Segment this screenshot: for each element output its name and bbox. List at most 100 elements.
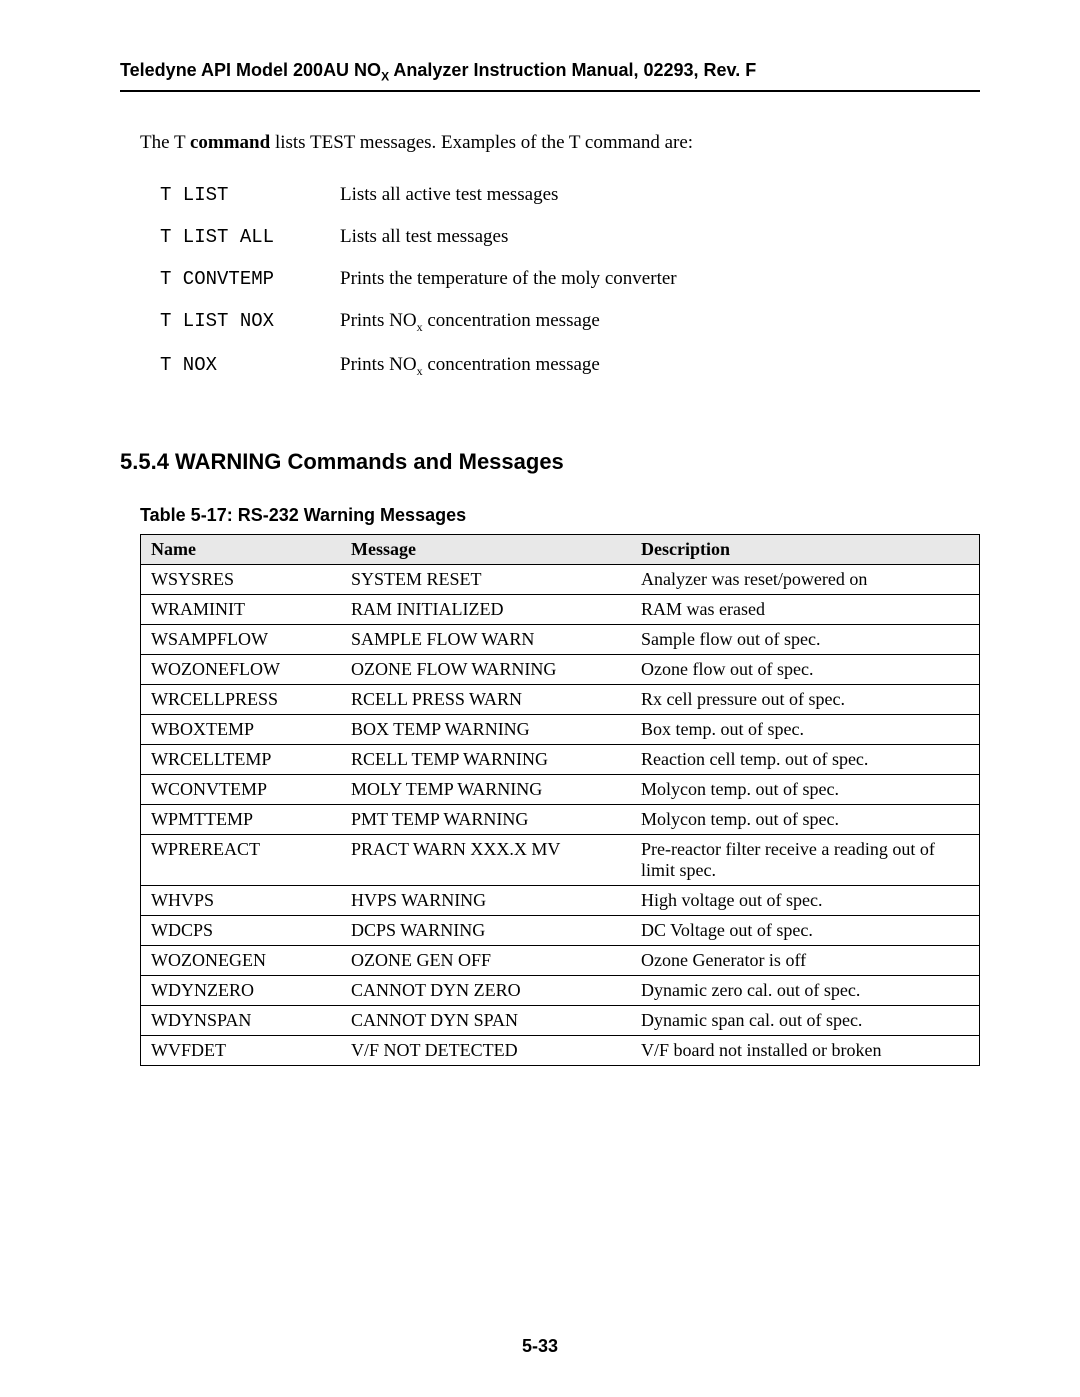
page-number: 5-33 (0, 1336, 1080, 1357)
table-cell: WRCELLTEMP (141, 745, 342, 775)
table-row: WCONVTEMPMOLY TEMP WARNINGMolycon temp. … (141, 775, 980, 805)
table-row: WRCELLPRESSRCELL PRESS WARNRx cell press… (141, 685, 980, 715)
table-row: WSAMPFLOWSAMPLE FLOW WARNSample flow out… (141, 625, 980, 655)
command-cell: T LIST NOX (160, 300, 340, 345)
header-suffix: Analyzer Instruction Manual, 02293, Rev.… (389, 60, 756, 80)
column-header-name: Name (141, 535, 342, 565)
page-header: Teledyne API Model 200AU NOX Analyzer In… (120, 60, 980, 92)
table-cell: Ozone flow out of spec. (631, 655, 980, 685)
table-cell: Analyzer was reset/powered on (631, 565, 980, 595)
table-cell: Molycon temp. out of spec. (631, 775, 980, 805)
table-cell: CANNOT DYN ZERO (341, 976, 631, 1006)
table-row: WOZONEGENOZONE GEN OFFOzone Generator is… (141, 946, 980, 976)
table-row: WDYNSPANCANNOT DYN SPANDynamic span cal.… (141, 1006, 980, 1036)
table-row: WHVPSHVPS WARNINGHigh voltage out of spe… (141, 886, 980, 916)
table-cell: DC Voltage out of spec. (631, 916, 980, 946)
table-cell: Dynamic span cal. out of spec. (631, 1006, 980, 1036)
command-row: T LIST ALLLists all test messages (160, 216, 677, 258)
command-row: T NOXPrints NOx concentration message (160, 344, 677, 389)
command-row: T LIST NOXPrints NOx concentration messa… (160, 300, 677, 345)
warning-table: Name Message Description WSYSRESSYSTEM R… (140, 534, 980, 1066)
table-cell: OZONE GEN OFF (341, 946, 631, 976)
table-cell: RCELL TEMP WARNING (341, 745, 631, 775)
table-cell: RCELL PRESS WARN (341, 685, 631, 715)
nox-symbol: NOx (389, 354, 422, 375)
table-cell: WPREREACT (141, 835, 342, 886)
table-cell: SAMPLE FLOW WARN (341, 625, 631, 655)
command-row: T CONVTEMPPrints the temperature of the … (160, 258, 677, 300)
command-desc: Prints NOx concentration message (340, 344, 677, 389)
intro-post: lists TEST messages. Examples of the T c… (270, 132, 693, 153)
table-cell: WDYNZERO (141, 976, 342, 1006)
command-table: T LISTLists all active test messagesT LI… (160, 174, 677, 390)
table-cell: PMT TEMP WARNING (341, 805, 631, 835)
table-cell: WBOXTEMP (141, 715, 342, 745)
command-row: T LISTLists all active test messages (160, 174, 677, 216)
table-row: WRAMINITRAM INITIALIZEDRAM was erased (141, 595, 980, 625)
page: Teledyne API Model 200AU NOX Analyzer In… (0, 0, 1080, 1397)
table-cell: High voltage out of spec. (631, 886, 980, 916)
table-cell: RAM was erased (631, 595, 980, 625)
table-cell: WOZONEGEN (141, 946, 342, 976)
table-cell: Molycon temp. out of spec. (631, 805, 980, 835)
table-cell: WSAMPFLOW (141, 625, 342, 655)
intro-pre: The T (140, 132, 190, 153)
table-row: WDYNZEROCANNOT DYN ZERODynamic zero cal.… (141, 976, 980, 1006)
table-row: WSYSRESSYSTEM RESETAnalyzer was reset/po… (141, 565, 980, 595)
table-cell: WCONVTEMP (141, 775, 342, 805)
table-cell: SYSTEM RESET (341, 565, 631, 595)
header-prefix: Teledyne API Model 200AU NO (120, 60, 381, 80)
desc-post: concentration message (423, 310, 600, 331)
table-cell: Pre-reactor filter receive a reading out… (631, 835, 980, 886)
table-row: WDCPSDCPS WARNINGDC Voltage out of spec. (141, 916, 980, 946)
table-row: WRCELLTEMPRCELL TEMP WARNINGReaction cel… (141, 745, 980, 775)
table-cell: Dynamic zero cal. out of spec. (631, 976, 980, 1006)
table-row: WOZONEFLOWOZONE FLOW WARNINGOzone flow o… (141, 655, 980, 685)
table-cell: WOZONEFLOW (141, 655, 342, 685)
table-cell: MOLY TEMP WARNING (341, 775, 631, 805)
command-desc: Lists all active test messages (340, 174, 677, 216)
table-cell: WDCPS (141, 916, 342, 946)
table-header-row: Name Message Description (141, 535, 980, 565)
table-row: WPMTTEMPPMT TEMP WARNINGMolycon temp. ou… (141, 805, 980, 835)
table-cell: WPMTTEMP (141, 805, 342, 835)
command-cell: T CONVTEMP (160, 258, 340, 300)
table-cell: V/F board not installed or broken (631, 1036, 980, 1066)
table-cell: WRCELLPRESS (141, 685, 342, 715)
table-cell: HVPS WARNING (341, 886, 631, 916)
table-row: WVFDETV/F NOT DETECTEDV/F board not inst… (141, 1036, 980, 1066)
table-cell: PRACT WARN XXX.X MV (341, 835, 631, 886)
table-cell: BOX TEMP WARNING (341, 715, 631, 745)
command-desc: Lists all test messages (340, 216, 677, 258)
table-cell: Ozone Generator is off (631, 946, 980, 976)
table-row: WBOXTEMPBOX TEMP WARNINGBox temp. out of… (141, 715, 980, 745)
table-cell: V/F NOT DETECTED (341, 1036, 631, 1066)
table-cell: Reaction cell temp. out of spec. (631, 745, 980, 775)
table-cell: WRAMINIT (141, 595, 342, 625)
column-header-message: Message (341, 535, 631, 565)
command-desc: Prints the temperature of the moly conve… (340, 258, 677, 300)
nox-base: NO (389, 354, 416, 375)
desc-pre: Prints (340, 310, 389, 331)
command-cell: T LIST (160, 174, 340, 216)
table-cell: CANNOT DYN SPAN (341, 1006, 631, 1036)
nox-base: NO (389, 310, 416, 331)
header-sub: X (381, 70, 389, 84)
section-heading: 5.5.4 WARNING Commands and Messages (120, 449, 980, 475)
table-cell: Rx cell pressure out of spec. (631, 685, 980, 715)
command-cell: T LIST ALL (160, 216, 340, 258)
table-caption: Table 5-17: RS-232 Warning Messages (140, 505, 980, 526)
table-cell: DCPS WARNING (341, 916, 631, 946)
table-cell: OZONE FLOW WARNING (341, 655, 631, 685)
desc-pre: Prints (340, 354, 389, 375)
table-row: WPREREACTPRACT WARN XXX.X MVPre-reactor … (141, 835, 980, 886)
intro-paragraph: The T command lists TEST messages. Examp… (140, 132, 980, 154)
column-header-description: Description (631, 535, 980, 565)
desc-post: concentration message (423, 354, 600, 375)
command-desc: Prints NOx concentration message (340, 300, 677, 345)
table-cell: RAM INITIALIZED (341, 595, 631, 625)
command-cell: T NOX (160, 344, 340, 389)
table-cell: Box temp. out of spec. (631, 715, 980, 745)
command-tbody: T LISTLists all active test messagesT LI… (160, 174, 677, 390)
table-cell: WDYNSPAN (141, 1006, 342, 1036)
